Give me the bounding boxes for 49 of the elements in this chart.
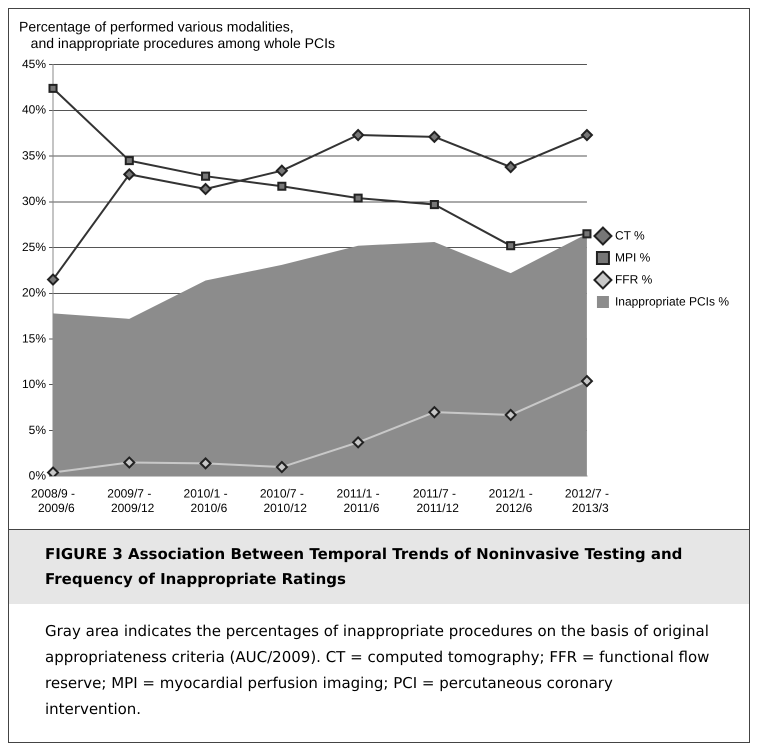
x-tick-label: 2010/7 - 2010/12	[256, 486, 308, 516]
point	[276, 164, 288, 177]
y-tick-label: 15%	[22, 331, 46, 346]
chart-title: Percentage of performed various modalities, and inappropriate procedures among whole PCIs	[19, 18, 335, 52]
y-tick-label: 25%	[22, 240, 46, 254]
point	[277, 182, 286, 191]
y-tick-label: 0%	[28, 468, 46, 483]
legend-label: CT %	[614, 228, 646, 242]
y-tick-label: 45%	[22, 56, 46, 71]
point	[580, 129, 593, 142]
point	[504, 408, 517, 421]
x-tick-label: 2008/9 - 2009/6	[30, 486, 76, 516]
point	[428, 130, 440, 143]
y-tick-label: 35%	[22, 148, 46, 162]
point	[201, 172, 210, 181]
point	[504, 161, 517, 174]
point	[276, 461, 288, 474]
text: Gray area indicates the percentages of inappropriate procedures on the basis of original appropriateness criteria (AUC/2009). CT = computed tomography; FFR = functional flow reserve; MPI = myocardial perfusion imaging; PCI = percutaneous coronary intervention.	[44, 621, 710, 720]
x-tick-label: 2011/1 - 2011/6	[336, 486, 380, 516]
x-tick-label: 2012/1 - 2012/6	[488, 486, 533, 516]
y-tick-label: 20%	[22, 286, 46, 300]
point	[124, 156, 134, 166]
legend-label: Inappropriate PCIs %	[614, 294, 730, 308]
point	[123, 456, 136, 468]
point	[580, 375, 593, 388]
legend-label: MPI %	[614, 250, 651, 264]
x-tick-label: 2010/1 - 2010/6	[184, 486, 228, 516]
point	[506, 241, 516, 250]
point	[48, 84, 58, 93]
x-tick-label: 2011/7 - 2011/12	[410, 486, 460, 516]
point	[200, 457, 212, 470]
x-tick-label: 2009/7 - 2009/12	[104, 486, 155, 516]
y-tick-label: 40%	[22, 102, 46, 117]
point	[47, 274, 60, 286]
point	[428, 406, 440, 418]
legend-label: FFR %	[614, 272, 653, 286]
point	[47, 466, 60, 476]
point	[352, 436, 364, 448]
point	[123, 168, 136, 180]
point	[582, 229, 592, 238]
y-tick-label: 5%	[28, 422, 46, 437]
point	[430, 200, 439, 210]
caption: FIGURE 3 Association Between Temporal Trends of Noninvasive Testing and Frequency of Inappropriate Ratings	[9, 529, 749, 604]
point	[352, 129, 364, 142]
point	[200, 182, 212, 195]
y-tick-label: 30%	[22, 194, 46, 208]
x-tick-label: 2012/7 - 2013/3	[564, 486, 609, 516]
point	[354, 194, 363, 203]
y-tick-label: 10%	[22, 377, 46, 392]
